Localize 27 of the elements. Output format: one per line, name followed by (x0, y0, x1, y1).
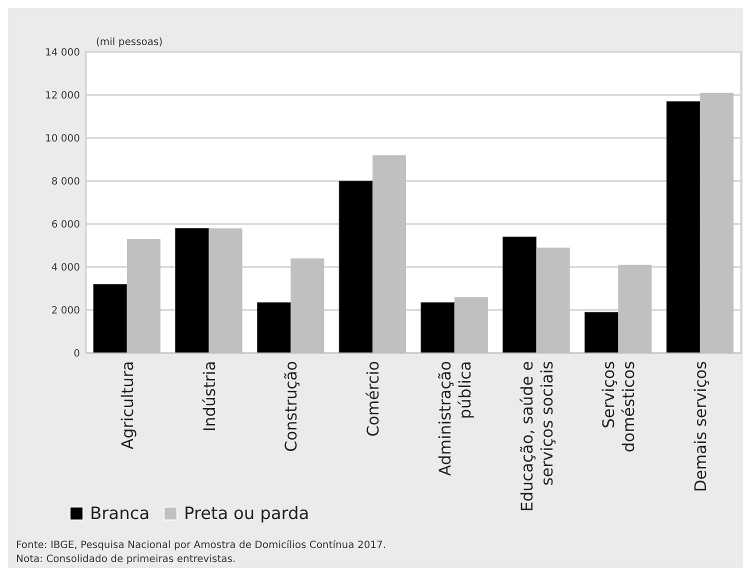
bar (502, 236, 537, 354)
y-axis-title: (mil pessoas) (96, 37, 163, 48)
text: Nota: Consolidado de primeiras entrevistas. (16, 554, 236, 565)
x-tick-label: Administração pública (435, 361, 474, 476)
x-tick-label: Agricultura (118, 361, 137, 450)
y-tick-label: 10 000 (45, 134, 80, 144)
y-tick-label: 14 000 (45, 48, 80, 58)
bar (338, 180, 373, 354)
y-tick-label: 2 000 (51, 306, 80, 316)
y-tick-label: 12 000 (45, 90, 80, 102)
y-tick-label: 4 000 (51, 262, 80, 274)
y-tick-label: 8 000 (51, 176, 80, 188)
legend-label: Branca (90, 504, 150, 524)
bar (666, 101, 700, 354)
x-tick-label: Comércio (364, 361, 383, 437)
bar (420, 302, 455, 354)
x-tick-label: Indústria (200, 361, 219, 432)
bar (93, 284, 128, 354)
legend-label: Preta ou parda (184, 504, 310, 524)
y-tick-label: 6 000 (51, 220, 80, 230)
x-tick-label: Construção (282, 361, 301, 452)
bar (256, 302, 291, 354)
bar (584, 312, 618, 354)
bar (175, 228, 210, 354)
y-tick-label: 0 (74, 348, 80, 360)
x-tick-label: Demais serviços (691, 361, 710, 492)
source-note: Fonte: IBGE, Pesquisa Nacional por Amostra de Domicílios Contínua 2017. (16, 540, 386, 551)
